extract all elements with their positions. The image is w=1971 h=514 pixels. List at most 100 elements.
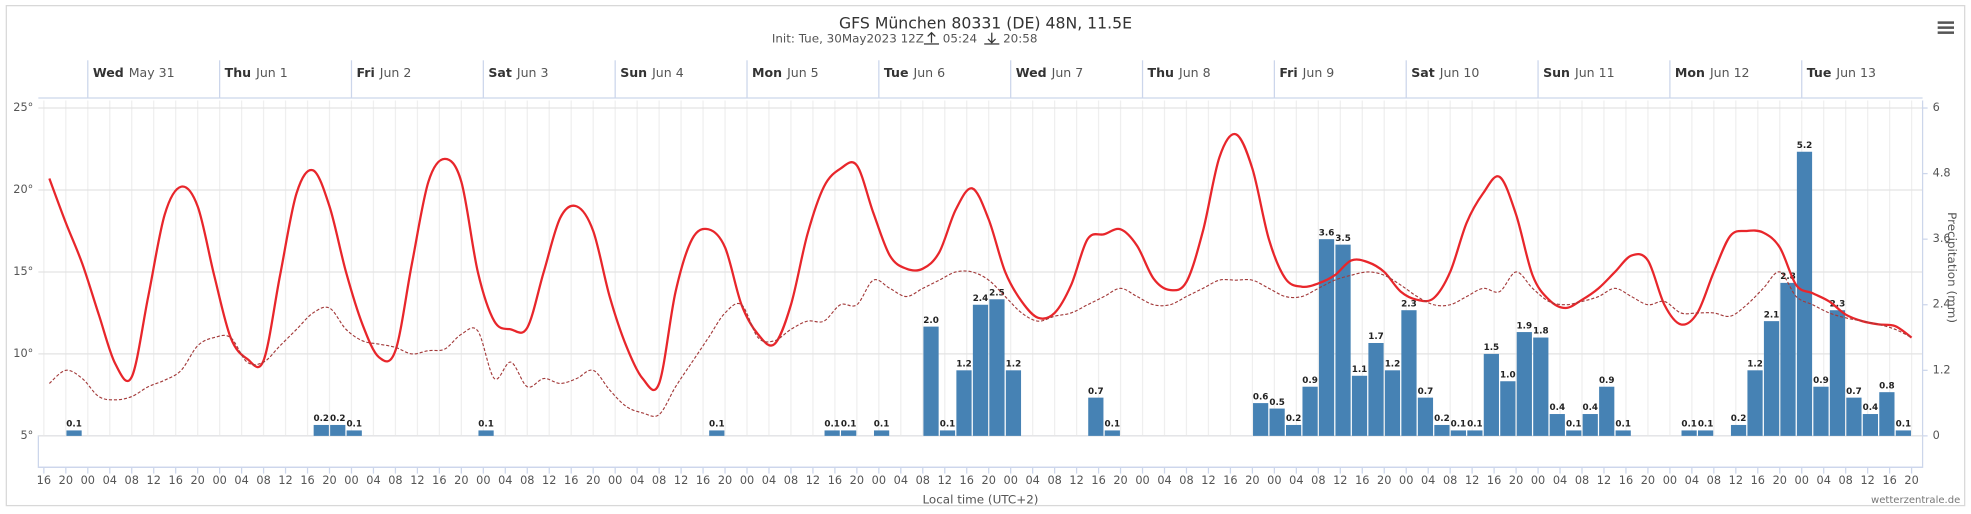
wind-row	[37, 435, 1924, 468]
y2-axis-title: Precipitation (mm)	[1945, 212, 1959, 323]
day-date: Jun 11	[1574, 64, 1615, 79]
precip-label: 0.1	[824, 420, 840, 430]
precip-bar	[1549, 414, 1565, 436]
x-tick-label: 20	[1509, 474, 1523, 487]
y2-tick-label: 4.8	[1933, 167, 1951, 180]
precip-label: 0.9	[1813, 376, 1829, 386]
precip-bar	[1335, 244, 1351, 436]
x-tick-label: 08	[1575, 474, 1589, 487]
precip-label: 1.8	[1533, 327, 1549, 337]
precip-label: 1.2	[1385, 360, 1401, 370]
precip-label: 2.5	[989, 288, 1005, 298]
day-weekday: Mon	[1675, 64, 1705, 79]
precip-label: 2.4	[973, 294, 989, 304]
precip-bar	[313, 424, 329, 436]
credit: wetterzentrale.de	[1871, 495, 1960, 506]
x-tick-label: 08	[256, 474, 270, 487]
x-tick-label: 20	[1641, 474, 1655, 487]
precip-bar	[972, 304, 989, 436]
x-tick-label: 20	[1773, 474, 1787, 487]
x-tick-label: 04	[1553, 474, 1567, 487]
menu-button[interactable]	[1937, 21, 1954, 34]
precip-bar	[1697, 430, 1714, 436]
day-weekday: Fri	[357, 64, 375, 79]
precip-bar	[1846, 397, 1862, 436]
x-tick-label: 00	[1795, 474, 1809, 487]
x-tick-label: 08	[784, 474, 798, 487]
day-date: Jun 5	[786, 64, 819, 79]
x-tick-label: 08	[388, 474, 402, 487]
x-tick-label: 16	[169, 474, 183, 487]
x-tick-label: 12	[410, 474, 424, 487]
x-tick-label: 20	[59, 474, 73, 487]
day-weekday: Fri	[1279, 64, 1297, 79]
x-tick-label: 16	[1091, 474, 1105, 487]
precip-bar	[1730, 424, 1747, 436]
precip-bar	[1747, 370, 1763, 436]
x-tick-label: 16	[1223, 474, 1237, 487]
precip-bar	[1285, 424, 1302, 436]
y2-tick-label: 6	[1933, 101, 1940, 114]
precip-bar	[1813, 386, 1829, 436]
x-tick-label: 20	[982, 474, 996, 487]
x-tick-label: 20	[1245, 474, 1259, 487]
precip-bar	[478, 430, 494, 436]
day-weekday: Sun	[620, 64, 647, 79]
precip-label: 2.8	[1780, 272, 1796, 282]
x-tick-label: 04	[630, 474, 644, 487]
x-tick-label: 04	[366, 474, 380, 487]
day-weekday: Thu	[1148, 64, 1174, 79]
x-tick-label: 20	[850, 474, 864, 487]
precip-bar	[1500, 381, 1516, 436]
day-date: Jun 2	[379, 64, 412, 79]
x-tick-label: 04	[1685, 474, 1699, 487]
precip-label: 0.1	[1615, 420, 1631, 430]
day-label: Tue Jun 13	[1807, 64, 1876, 79]
precip-bar	[1269, 408, 1285, 436]
x-tick-label: 12	[938, 474, 952, 487]
x-tick-label: 16	[1619, 474, 1633, 487]
day-label: Sat Jun 10	[1411, 64, 1479, 79]
precip-label: 1.7	[1368, 332, 1384, 342]
day-label: Sun Jun 11	[1543, 64, 1614, 79]
x-tick-label: 00	[1399, 474, 1413, 487]
precip-bar	[1483, 353, 1499, 436]
x-tick-label: 04	[1817, 474, 1831, 487]
x-tick-label: 16	[300, 474, 314, 487]
y2-tick-label: 1.2	[1933, 363, 1951, 376]
precip-bar	[1434, 424, 1450, 436]
precip-bar	[346, 430, 362, 436]
precip-label: 2.1	[1764, 310, 1780, 320]
precip-bar	[1681, 430, 1697, 436]
x-tick-label: 04	[1025, 474, 1039, 487]
x-tick-label: 04	[894, 474, 908, 487]
precip-bar	[1829, 310, 1846, 436]
precip-label: 0.2	[330, 414, 346, 424]
x-tick-label: 20	[1113, 474, 1127, 487]
x-tick-label: 16	[564, 474, 578, 487]
precip-label: 0.1	[1681, 420, 1697, 430]
precip-label: 0.4	[1550, 403, 1566, 413]
x-tick-label: 12	[1860, 474, 1874, 487]
precip-label: 1.2	[956, 360, 972, 370]
precip-bar	[1862, 414, 1879, 436]
precip-label: 1.0	[1500, 370, 1516, 380]
day-date: Jun 7	[1051, 64, 1084, 79]
day-date: Jun 4	[651, 64, 684, 79]
precip-bar	[1253, 403, 1269, 436]
x-tick-label: 04	[762, 474, 776, 487]
precip-bar	[1895, 430, 1911, 436]
day-date: Jun 1	[255, 64, 288, 79]
x-tick-label: 12	[1729, 474, 1743, 487]
precip-bar	[1302, 386, 1318, 436]
x-tick-label: 00	[1004, 474, 1018, 487]
y-tick-label: 15°	[13, 265, 33, 278]
precip-bar	[1763, 321, 1780, 436]
x-axis-title: Local time (UTC+2)	[923, 492, 1039, 506]
precip-label: 0.1	[1451, 420, 1467, 430]
precip-label: 0.7	[1846, 387, 1862, 397]
precip-label: 0.4	[1582, 403, 1598, 413]
day-weekday: Wed	[1016, 64, 1047, 79]
precip-label: 1.5	[1484, 343, 1500, 353]
day-label: Thu Jun 8	[1148, 64, 1211, 79]
